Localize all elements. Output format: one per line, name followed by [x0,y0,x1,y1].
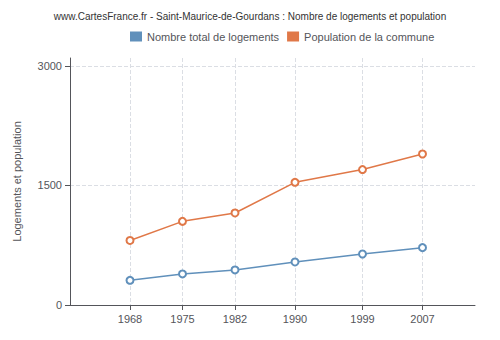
svg-text:1975: 1975 [170,313,194,325]
svg-text:Logements et population: Logements et population [11,121,23,241]
svg-text:1500: 1500 [38,179,62,191]
svg-text:1999: 1999 [350,313,374,325]
svg-text:2007: 2007 [410,313,434,325]
svg-text:1968: 1968 [118,313,142,325]
svg-text:Population de la commune: Population de la commune [304,31,434,43]
svg-text:www.CartesFrance.fr - Saint-Ma: www.CartesFrance.fr - Saint-Maurice-de-G… [53,11,446,22]
svg-text:Nombre total de logements: Nombre total de logements [147,31,280,43]
svg-text:1982: 1982 [223,313,247,325]
svg-text:1990: 1990 [283,313,307,325]
svg-text:3000: 3000 [38,60,62,72]
svg-text:0: 0 [56,299,62,311]
